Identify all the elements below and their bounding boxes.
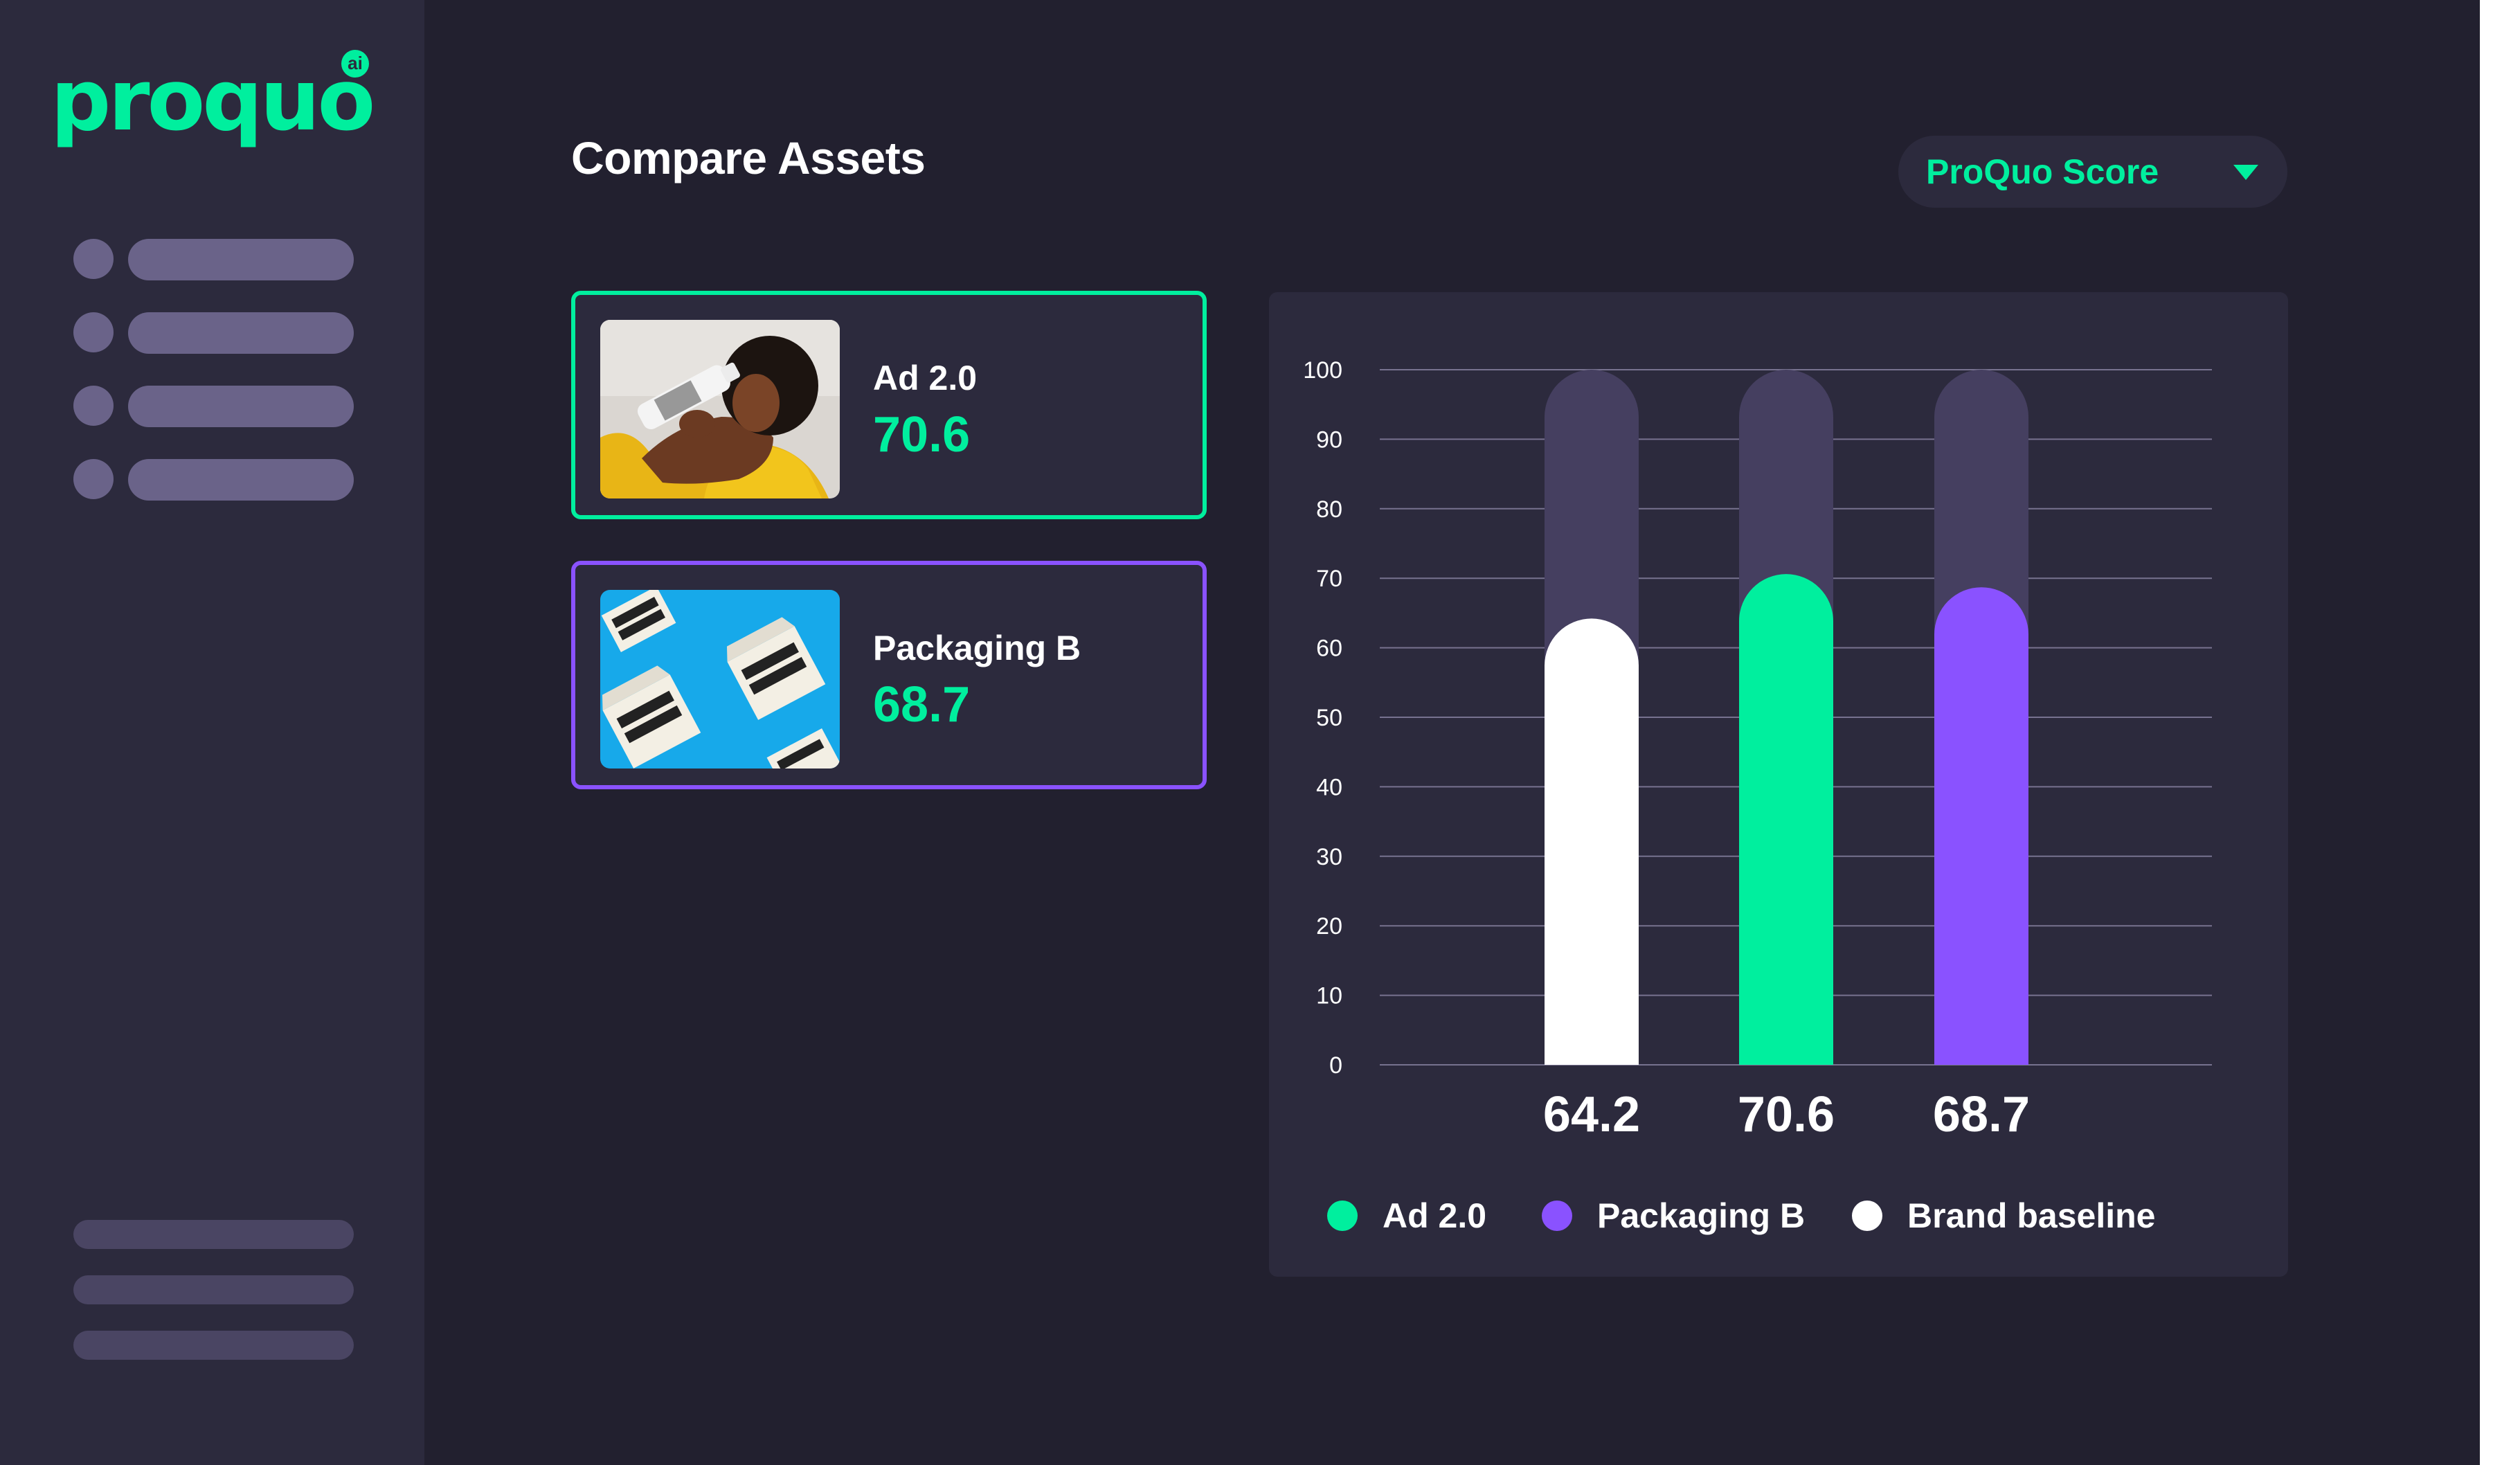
legend-swatch	[1542, 1201, 1572, 1231]
y-tick-label: 70	[1316, 566, 1342, 592]
y-tick-label: 60	[1316, 636, 1342, 662]
legend-swatch	[1327, 1201, 1358, 1231]
sidebar-footer-link-1[interactable]	[73, 1220, 354, 1249]
y-tick-label: 100	[1303, 357, 1342, 384]
sidebar-item-icon	[73, 459, 114, 499]
sidebar-item-label-placeholder	[128, 386, 354, 427]
bar-brand-baseline	[1545, 618, 1639, 1065]
sidebar-item-icon	[73, 312, 114, 352]
sidebar-footer-link-3[interactable]	[73, 1331, 354, 1360]
y-tick-label: 50	[1316, 705, 1342, 731]
y-tick-label: 20	[1316, 913, 1342, 940]
legend-label: Ad 2.0	[1383, 1196, 1487, 1235]
y-tick-label: 40	[1316, 774, 1342, 800]
legend-label: Packaging B	[1597, 1196, 1806, 1235]
sidebar-item-label-placeholder	[128, 312, 354, 354]
asset-score: 70.6	[873, 407, 971, 462]
sidebar-footer-link-2[interactable]	[73, 1275, 354, 1304]
bar-value-label: 68.7	[1933, 1087, 2030, 1142]
asset-card-packaging[interactable]: Packaging B 68.7	[571, 561, 1207, 789]
logo-wordmark: proquo	[51, 51, 375, 150]
metric-dropdown-value: ProQuo Score	[1926, 152, 2159, 191]
sidebar-item-2[interactable]	[73, 312, 354, 354]
bar-ad-2-0	[1739, 574, 1833, 1065]
legend-label: Brand baseline	[1907, 1196, 2156, 1235]
asset-thumbnail-image	[600, 590, 840, 769]
sidebar-item-label-placeholder	[128, 459, 354, 501]
bar-packaging-b	[1934, 587, 2028, 1065]
bar-value-label: 64.2	[1543, 1087, 1640, 1142]
asset-name: Ad 2.0	[873, 359, 978, 397]
bar-base	[1545, 1018, 1639, 1065]
sidebar: proquo ai	[0, 0, 424, 1465]
sidebar-item-4[interactable]	[73, 459, 354, 501]
asset-card-ad[interactable]: Ad 2.0 70.6	[571, 291, 1207, 519]
sidebar-item-icon	[73, 386, 114, 426]
sidebar-item-1[interactable]	[73, 239, 354, 280]
bar-base	[1739, 1018, 1833, 1065]
bar-value-label: 70.6	[1738, 1087, 1835, 1142]
sidebar-item-icon	[73, 239, 114, 279]
sidebar-item-3[interactable]	[73, 386, 354, 427]
chart-panel: 0 10 20 30 40 50 60 70 80 90 100 64.2 70.6 68.7 Ad 2.…	[1269, 292, 2288, 1277]
page-title: Compare Assets	[571, 132, 926, 183]
proquo-logo[interactable]: proquo ai	[51, 48, 376, 152]
y-tick-label: 30	[1316, 844, 1342, 870]
asset-score: 68.7	[873, 677, 971, 732]
y-tick-label: 0	[1329, 1052, 1342, 1079]
bar-base	[1934, 1018, 2028, 1065]
caret-down-icon	[2233, 165, 2258, 180]
y-tick-label: 90	[1316, 426, 1342, 453]
logo-ai-badge: ai	[341, 50, 369, 78]
sidebar-item-label-placeholder	[128, 239, 354, 280]
asset-name: Packaging B	[873, 629, 1081, 667]
bar-chart: 0 10 20 30 40 50 60 70 80 90 100 64.2 70.6 68.7	[1303, 357, 2212, 1142]
legend-swatch	[1852, 1201, 1882, 1231]
metric-dropdown[interactable]: ProQuo Score	[1898, 136, 2287, 208]
asset-thumbnail-image	[600, 320, 840, 498]
y-tick-label: 10	[1316, 983, 1342, 1009]
y-tick-label: 80	[1316, 496, 1342, 523]
